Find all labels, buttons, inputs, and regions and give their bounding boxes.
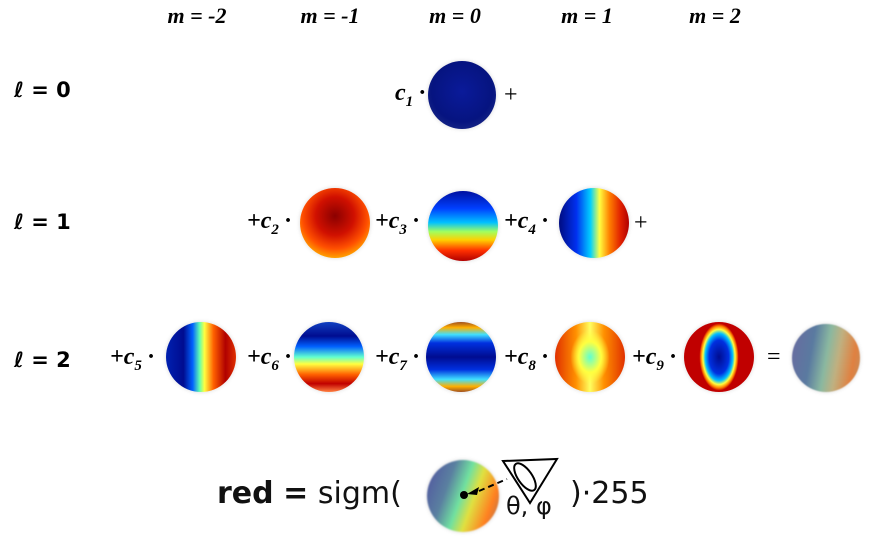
equals-sign: = [767, 344, 781, 370]
coefficient-c1: c1 · [395, 80, 426, 110]
m-header-2: m = 2 [689, 3, 741, 28]
sphere-l1-m0 [428, 191, 498, 261]
m-header-neg1: m = -1 [300, 3, 360, 28]
coefficient-c7: +c7 · [375, 344, 419, 374]
sphere-l2-m-2 [166, 322, 236, 392]
plus-sign: + [634, 210, 648, 236]
angle-label: θ, φ [506, 492, 552, 520]
coefficient-c2: +c2 · [247, 208, 291, 238]
sphere-l2-m2 [684, 322, 754, 392]
m-header-1: m = 1 [561, 3, 613, 28]
sphere-l0-m0 [428, 61, 496, 129]
m-header-0: m = 0 [429, 3, 481, 28]
coefficient-c3: +c3 · [375, 208, 419, 238]
coefficient-c8: +c8 · [504, 344, 548, 374]
plus-sign: + [504, 82, 518, 108]
sphere-l1-m1 [559, 188, 629, 258]
l-label-0: ℓ = 0 [14, 78, 71, 102]
formula-rhs: )·255 [570, 476, 649, 511]
coefficient-c6: +c6 · [247, 344, 291, 374]
sphere-l1-m-1 [300, 188, 370, 258]
coefficient-c5: +c5 · [110, 344, 154, 374]
l-label-1: ℓ = 1 [14, 210, 71, 234]
coefficient-c4: +c4 · [504, 208, 548, 238]
sphere-l2-m-1 [294, 322, 364, 392]
formula-lhs: red = sigm( [217, 476, 402, 511]
sphere-l2-m0 [426, 322, 496, 392]
sphere-l2-m1 [555, 322, 625, 392]
coefficient-c9: +c9 · [632, 344, 676, 374]
view-direction-icon [460, 457, 559, 505]
l-label-2: ℓ = 2 [14, 348, 71, 372]
sphere-result [792, 324, 860, 392]
m-header-neg2: m = -2 [167, 3, 227, 28]
